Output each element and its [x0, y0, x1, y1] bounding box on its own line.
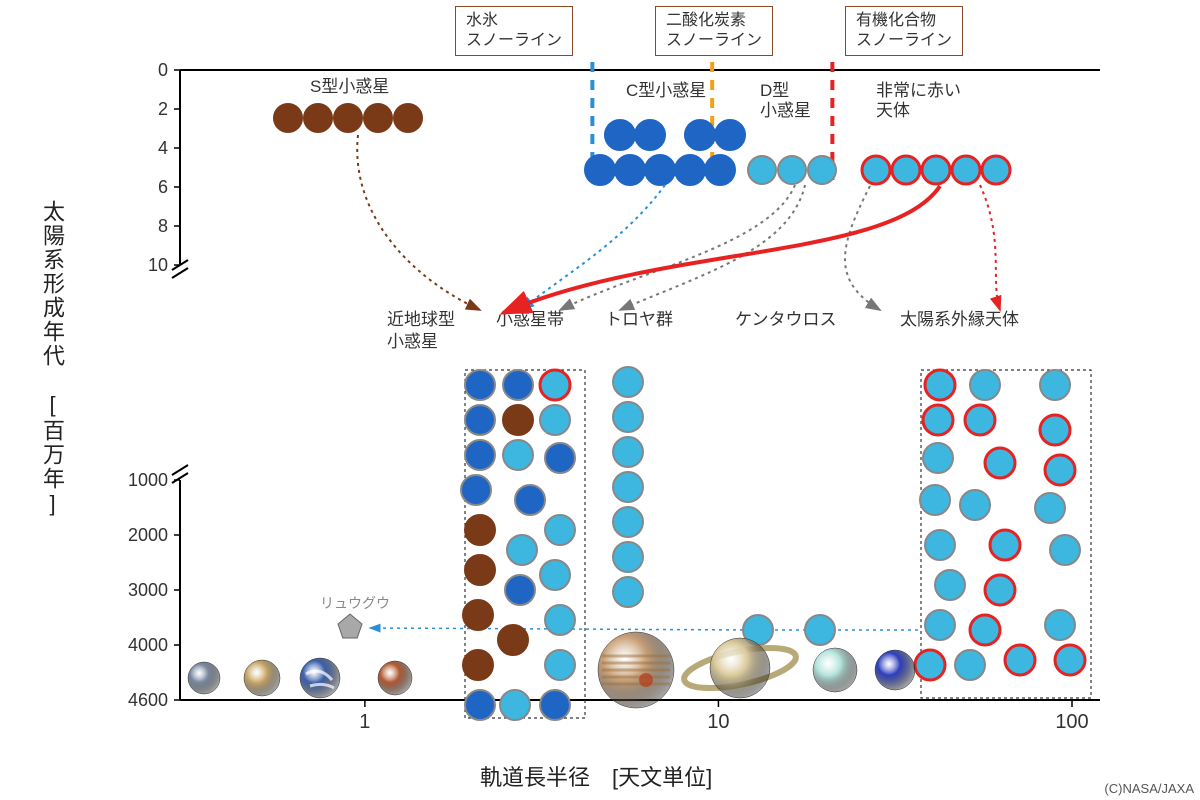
- svg-text:0: 0: [158, 60, 168, 80]
- svg-text:天体: 天体: [876, 101, 910, 120]
- svg-text:D型: D型: [760, 81, 789, 100]
- svg-text:100: 100: [1055, 711, 1088, 733]
- snowline-box-co2: 二酸化炭素スノーライン: [655, 6, 773, 56]
- svg-text:C型小惑星: C型小惑星: [626, 81, 706, 100]
- svg-text:S型小惑星: S型小惑星: [310, 77, 389, 96]
- y-axis-label: 太陽系形成年代 [百万年]: [36, 200, 68, 518]
- svg-text:3000: 3000: [128, 580, 168, 600]
- svg-text:1: 1: [359, 711, 370, 733]
- svg-text:10: 10: [148, 255, 168, 275]
- x-axis-label: 軌道長半径 [天文単位]: [480, 760, 712, 792]
- snowline-box-water: 水氷スノーライン: [455, 6, 573, 56]
- svg-text:6: 6: [158, 177, 168, 197]
- svg-text:小惑星: 小惑星: [387, 332, 438, 351]
- svg-text:ケンタウロス: ケンタウロス: [735, 310, 837, 329]
- svg-text:2000: 2000: [128, 525, 168, 545]
- svg-text:4600: 4600: [128, 690, 168, 710]
- svg-text:2: 2: [158, 99, 168, 119]
- svg-text:4000: 4000: [128, 635, 168, 655]
- svg-text:1000: 1000: [128, 470, 168, 490]
- svg-text:4: 4: [158, 138, 168, 158]
- svg-text:リュウグウ: リュウグウ: [320, 595, 390, 611]
- svg-text:トロヤ群: トロヤ群: [605, 310, 673, 329]
- svg-text:太陽系外縁天体: 太陽系外縁天体: [900, 310, 1019, 329]
- snowline-box-org: 有機化合物スノーライン: [845, 6, 963, 56]
- diagram-svg: 0 2 4 6 8 10 1000 2000 3000 4000 4600 1 10 100 S型小惑星 C型…: [0, 0, 1200, 800]
- svg-text:10: 10: [707, 711, 729, 733]
- credit-text: (C)NASA/JAXA: [1104, 781, 1194, 796]
- svg-text:非常に赤い: 非常に赤い: [876, 81, 961, 100]
- svg-text:8: 8: [158, 216, 168, 236]
- svg-text:近地球型: 近地球型: [387, 310, 455, 329]
- svg-text:小惑星: 小惑星: [760, 101, 811, 120]
